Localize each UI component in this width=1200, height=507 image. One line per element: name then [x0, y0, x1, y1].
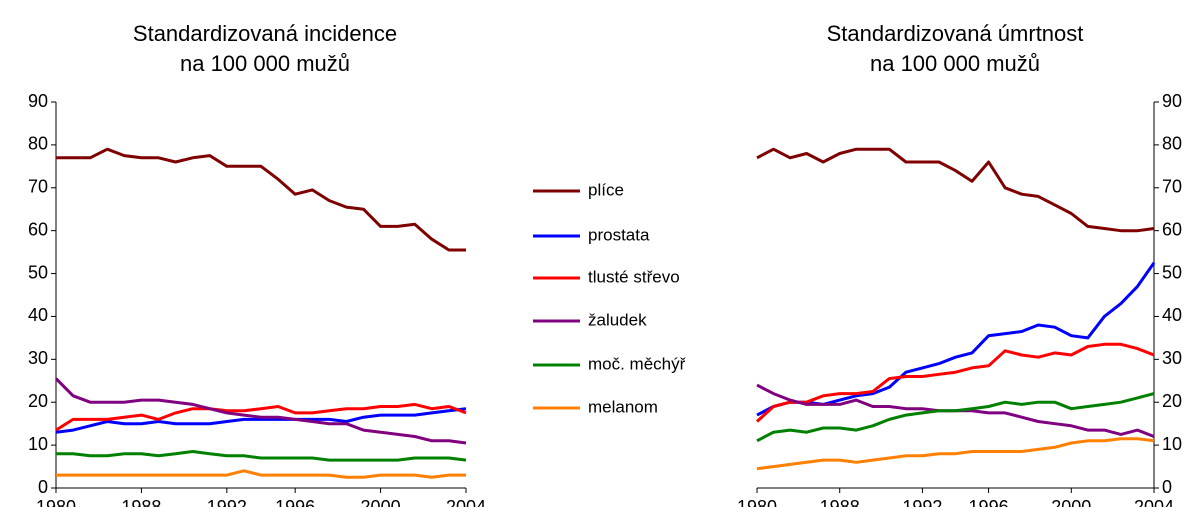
- x-tick-label: 1996: [969, 497, 1009, 507]
- y-tick-label: 0: [38, 477, 48, 497]
- legend-label: tlusté střevo: [588, 267, 680, 286]
- chart-subtitle: na 100 000 mužů: [870, 51, 1040, 76]
- y-tick-label: 0: [1162, 477, 1172, 497]
- x-tick-label: 1992: [902, 497, 942, 507]
- y-tick-label: 90: [1162, 91, 1182, 111]
- series-line: [56, 469, 466, 479]
- y-tick-label: 70: [28, 177, 48, 197]
- legend-label: žaludek: [588, 310, 647, 329]
- chart-subtitle: na 100 000 mužů: [180, 51, 350, 76]
- legend-label: melanom: [588, 397, 658, 416]
- y-tick-label: 20: [1162, 391, 1182, 411]
- x-tick-label: 1988: [121, 497, 161, 507]
- series-line: [55, 407, 467, 434]
- y-tick-label: 50: [1162, 262, 1182, 282]
- series-line: [56, 147, 466, 252]
- x-tick-label: 1980: [36, 497, 76, 507]
- x-tick-label: 2000: [361, 497, 401, 507]
- series-line: [756, 392, 1155, 443]
- y-tick-label: 10: [28, 434, 48, 454]
- series-line: [56, 450, 467, 462]
- y-tick-label: 80: [1162, 134, 1182, 154]
- x-tick-label: 1988: [820, 497, 860, 507]
- y-tick-label: 60: [28, 219, 48, 239]
- series-line: [55, 402, 467, 432]
- legend-label: prostata: [588, 225, 650, 244]
- series-line: [755, 342, 1155, 423]
- series-line: [756, 261, 1156, 417]
- y-tick-label: 70: [1162, 177, 1182, 197]
- y-tick-label: 20: [28, 391, 48, 411]
- series-line: [756, 147, 1155, 233]
- x-tick-label: 1992: [207, 497, 247, 507]
- y-tick-label: 60: [1162, 219, 1182, 239]
- series-line: [54, 377, 467, 445]
- y-tick-label: 40: [28, 305, 48, 325]
- chart-title: Standardizovaná úmrtnost: [827, 21, 1084, 46]
- y-tick-label: 30: [28, 348, 48, 368]
- legend-label: moč. měchýř: [588, 354, 686, 373]
- x-tick-label: 2004: [1134, 497, 1174, 507]
- y-tick-label: 50: [28, 262, 48, 282]
- x-tick-label: 1996: [275, 497, 315, 507]
- legend-label: plíce: [588, 180, 624, 199]
- y-tick-label: 80: [28, 134, 48, 154]
- y-tick-label: 30: [1162, 348, 1182, 368]
- y-tick-label: 40: [1162, 305, 1182, 325]
- y-tick-label: 90: [28, 91, 48, 111]
- x-tick-label: 1980: [737, 497, 777, 507]
- x-tick-label: 2004: [446, 497, 486, 507]
- x-tick-label: 2000: [1051, 497, 1091, 507]
- chart-title: Standardizovaná incidence: [133, 21, 397, 46]
- y-tick-label: 10: [1162, 434, 1182, 454]
- series-line: [756, 437, 1155, 471]
